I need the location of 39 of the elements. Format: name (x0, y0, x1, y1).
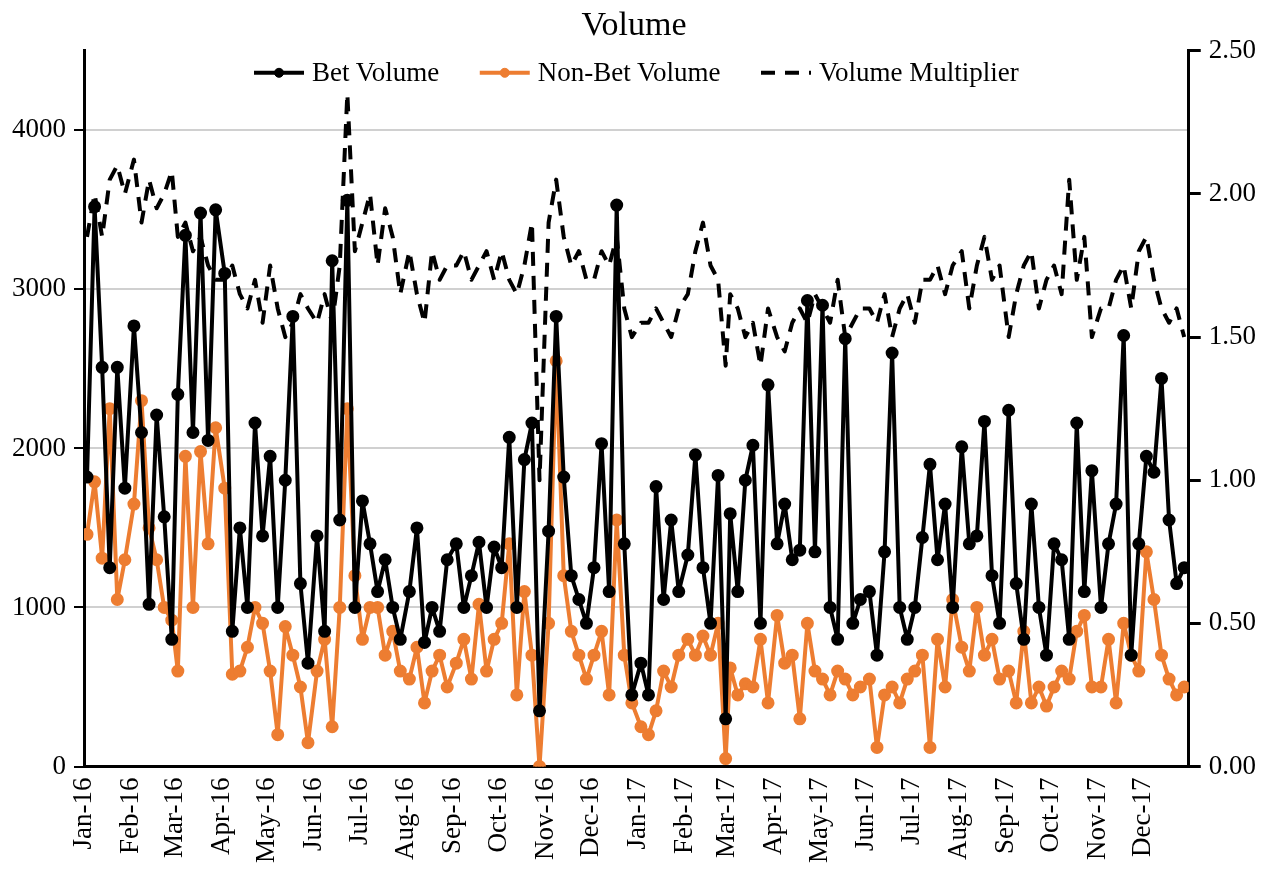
x-tick-label: Oct-16 (481, 777, 512, 853)
x-tick-label: Dec-17 (1126, 777, 1157, 857)
x-tick-label: Dec-16 (574, 777, 605, 857)
legend-label: Volume Multiplier (819, 56, 1019, 87)
x-tick-label: Feb-16 (114, 777, 145, 855)
x-tick-label: Nov-16 (528, 777, 559, 861)
x-tick-label: Jul-17 (894, 777, 925, 846)
y2-tick-label: 1.00 (1208, 463, 1256, 494)
x-tick-label: May-16 (250, 777, 281, 863)
x-tick-label: Jun-17 (849, 777, 880, 852)
x-tick-label: Sep-17 (988, 777, 1019, 855)
x-tick-label: Jan-17 (620, 777, 651, 850)
y2-tick-label: 0.50 (1208, 606, 1256, 637)
legend-label: Bet Volume (312, 56, 440, 87)
x-tick-label: May-17 (802, 777, 833, 863)
chart-title: Volume (581, 5, 687, 43)
y-tick-label: 2000 (12, 431, 66, 462)
x-tick-label: Apr-17 (757, 777, 788, 855)
x-tick-label: Jan-16 (67, 777, 98, 850)
y2-tick-label: 0.00 (1208, 749, 1256, 780)
y2-tick-label: 2.50 (1208, 33, 1256, 64)
x-tick-label: Aug-17 (941, 777, 972, 861)
x-tick-label: Aug-16 (389, 777, 420, 861)
y-tick-label: 1000 (12, 590, 66, 621)
x-tick-label: Jul-16 (342, 777, 373, 846)
x-tick-label: Sep-16 (436, 777, 467, 855)
x-tick-label: Apr-16 (204, 777, 235, 855)
legend-label: Non-Bet Volume (537, 56, 721, 87)
x-tick-label: Mar-17 (710, 777, 741, 858)
y-tick-label: 3000 (12, 272, 66, 303)
x-tick-label: Oct-17 (1034, 777, 1065, 853)
x-tick-label: Nov-17 (1081, 777, 1112, 861)
y-tick-label: 4000 (12, 113, 66, 144)
y2-tick-label: 2.00 (1208, 177, 1256, 208)
x-tick-label: Feb-17 (667, 777, 698, 855)
y-tick-label: 0 (52, 749, 66, 780)
y2-tick-label: 1.50 (1208, 320, 1256, 351)
x-tick-label: Mar-16 (157, 777, 188, 858)
x-tick-label: Jun-16 (297, 777, 328, 852)
